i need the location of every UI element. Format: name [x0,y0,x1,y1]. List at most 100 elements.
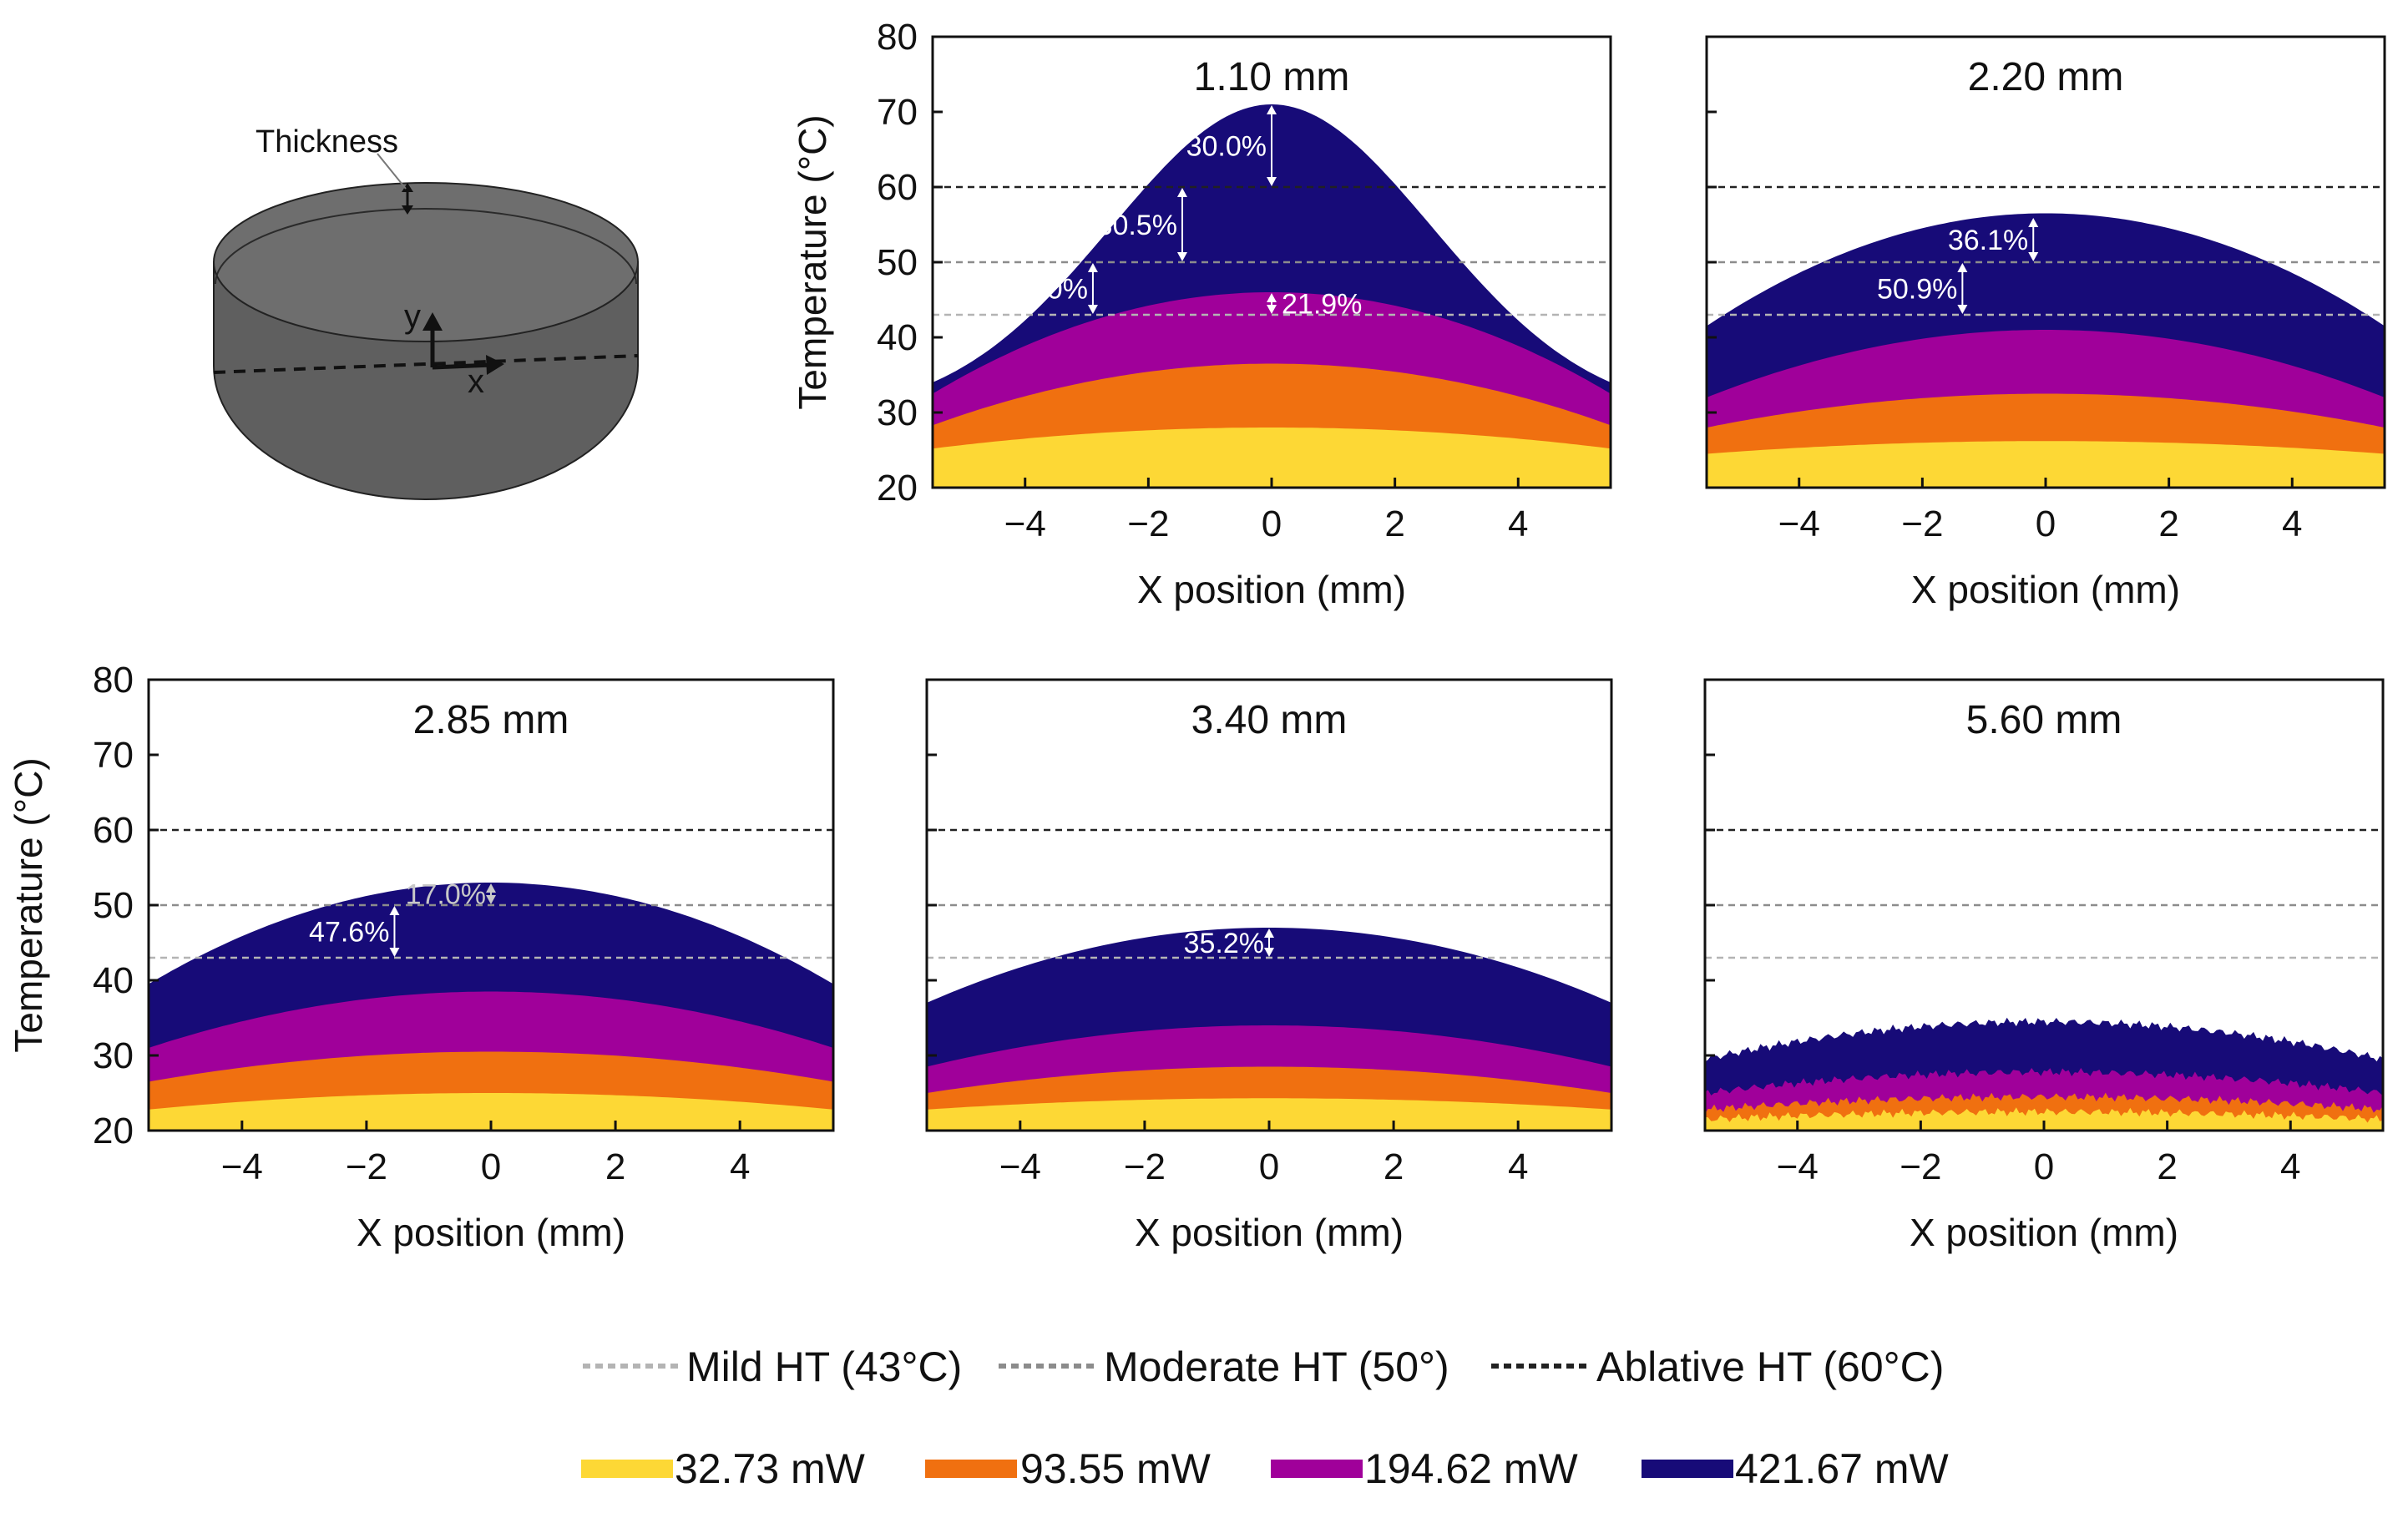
y-tick-label: 80 [93,660,134,701]
y-tick-label: 70 [93,735,134,776]
annotation-arrowhead [1087,305,1098,314]
panel-threshold-lines [927,828,1611,959]
y-axis-label: Temperature (°C) [7,757,50,1052]
x-tick-label: 0 [2034,1146,2054,1187]
panel-title: 2.85 mm [413,698,569,742]
thickness-arrow-head-top [402,183,413,192]
x-ticks: −4 −2 0 2 4 [1777,1121,2301,1187]
annotation-label: 47.6% [309,917,389,949]
legend-label-ablative: Ablative HT (60°C) [1596,1343,1944,1390]
y-arrow-head [422,312,443,331]
annotation-36-1: 36.1% [1948,218,2039,261]
x-tick-label: 0 [1259,1146,1279,1187]
legend-label-194-62mw: 194.62 mW [1364,1445,1578,1492]
annotation-arrowhead [1176,188,1187,197]
panel-5-60mm: −4 −2 0 2 4 5.60 mm X position (mm) [1703,678,2385,1254]
thickness-arrow-head-bottom [402,205,413,215]
x-ticks: −4 −2 0 2 4 [1004,478,1529,544]
y-tick-label: 80 [877,17,918,58]
legend-label-32-73mw: 32.73 mW [675,1445,866,1492]
y-tick-label: 60 [877,167,918,208]
annotation-label: 50.9% [1877,274,1957,306]
x-tick-label: −4 [1777,1146,1819,1187]
panel-threshold-lines [1705,828,2383,959]
legend-swatch-93-55mw [925,1460,1017,1478]
panel-areas [1705,1017,2383,1131]
annotation-50-9: 50.9% [1877,263,1968,314]
area-32-73-mw [927,1098,1611,1131]
panel-title: 1.10 mm [1194,55,1350,99]
annotation-label: 30.5% [1097,210,1177,241]
y-ticks [927,678,937,1132]
y-ticks [1707,35,1717,489]
thickness-leader [377,153,407,190]
x-tick-label: 4 [2282,503,2302,544]
x-tick-label: 4 [1508,1146,1528,1187]
dashed-axis [213,354,639,374]
y-axis-label: Temperature (°C) [791,114,834,409]
area-32-73-mw [1705,1107,2383,1131]
x-ticks: −4 −2 0 2 4 [221,1121,750,1187]
annotation-arrowhead [1264,948,1274,957]
annotation-17-0: 17.0% [406,879,496,911]
x-arrow-head [486,355,504,375]
panel-areas [1707,213,2385,488]
legend-thresholds: Mild HT (43°C) Moderate HT (50°) Ablativ… [583,1343,1944,1390]
x-axis-label: X position (mm) [1137,568,1406,611]
annotation-label: 17.0% [406,879,486,911]
x-tick-label: −2 [1901,503,1943,544]
annotation-label: 30.0% [1186,131,1267,163]
annotation-label: 21.9% [1282,289,1362,321]
y-ticks: 20 30 40 50 60 70 80 [93,660,159,1151]
annotation-arrowhead [486,895,496,904]
x-tick-label: 0 [1262,503,1282,544]
legend-swatch-32-73mw [581,1460,673,1478]
y-tick-label: 60 [93,810,134,851]
x-tick-label: 2 [605,1146,625,1187]
y-tick-label: 40 [93,960,134,1001]
x-ticks: −4 −2 0 2 4 [1778,478,2303,544]
x-tick-label: −4 [1778,503,1820,544]
x-tick-label: 0 [2036,503,2056,544]
disc-top [213,182,639,342]
x-axis-label: X position (mm) [357,1211,625,1254]
disc-inset: y x Thickness [213,124,639,500]
disc-rim-line [215,208,637,285]
legend-label-421-67mw: 421.67 mW [1735,1445,1949,1492]
annotation-arrowhead [1957,305,1968,314]
x-tick-label: −2 [1127,503,1169,544]
legend-label-93-55mw: 93.55 mW [1020,1445,1212,1492]
y-ticks: 20 30 40 50 60 70 80 [877,17,943,509]
annotation-30-0: 30.0% [1186,105,1277,186]
x-tick-label: −4 [999,1146,1041,1187]
x-tick-label: 2 [2157,1146,2177,1187]
x-tick-label: 4 [1508,503,1528,544]
panel-annotations: 17.0% 47.6% [309,879,496,957]
annotation-arrowhead [1176,252,1187,261]
panel-threshold-lines [1707,185,2385,316]
y-tick-label: 20 [93,1111,134,1151]
x-tick-label: −4 [221,1146,263,1187]
panel-annotations: 36.1% 50.9% [1877,218,2039,314]
annotation-arrowhead [1267,305,1277,314]
x-tick-label: −2 [1124,1146,1166,1187]
annotation-arrowhead [2028,252,2039,261]
x-arrow [432,362,493,370]
panel-areas [927,928,1611,1131]
annotation-arrowhead [1957,263,1968,272]
x-tick-label: −4 [1004,503,1046,544]
annotation-arrowhead [1267,105,1277,114]
annotation-24-0: 24.0% [1008,263,1098,314]
x-axis-label: X position (mm) [1910,1211,2178,1254]
y-tick-label: 50 [93,885,134,926]
annotation-arrowhead [1087,263,1098,272]
x-axis-label: X position (mm) [1911,568,2180,611]
annotation-arrowhead [1264,929,1274,938]
annotation-21-9: 21.9% [1267,289,1362,321]
legend-label-moderate: Moderate HT (50°) [1104,1343,1449,1390]
x-tick-label: −2 [1900,1146,1941,1187]
y-tick-label: 70 [877,92,918,133]
annotation-arrowhead [389,906,400,915]
annotation-arrowhead [486,883,496,893]
